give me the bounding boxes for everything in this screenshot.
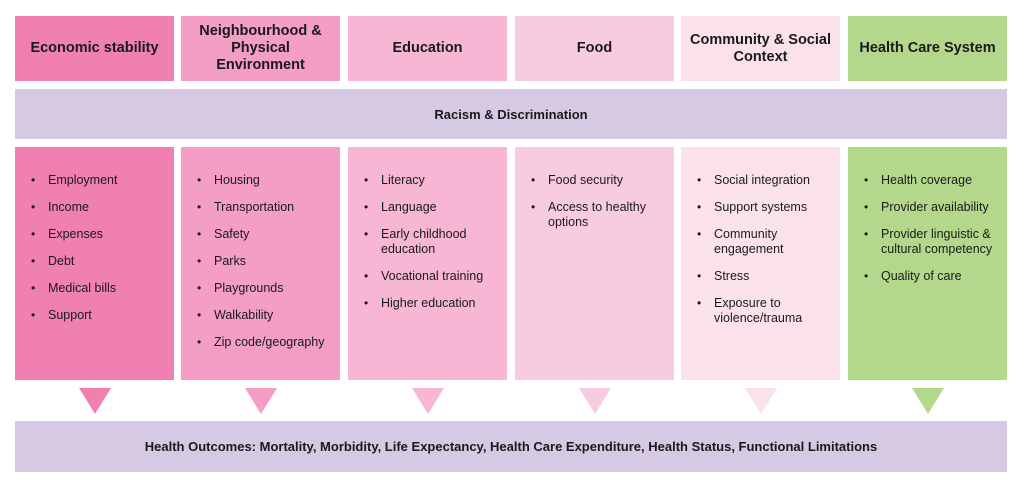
list-item: Access to healthy options xyxy=(529,200,666,230)
header-food: Food xyxy=(515,16,674,81)
down-arrow-icon xyxy=(244,388,277,414)
list-item: Vocational training xyxy=(362,269,499,284)
list-item: Playgrounds xyxy=(195,281,332,296)
list-item: Expenses xyxy=(29,227,166,242)
list-item: Employment xyxy=(29,173,166,188)
factor-list: Social integration Support systems Communi… xyxy=(695,173,832,326)
down-arrow-icon xyxy=(411,388,444,414)
list-item: Food security xyxy=(529,173,666,188)
header-neighbourhood: Neighbourhood & Physical Environment xyxy=(181,16,340,81)
racism-discrimination-band: Racism & Discrimination xyxy=(15,89,1007,139)
list-item: Parks xyxy=(195,254,332,269)
list-item: Debt xyxy=(29,254,166,269)
list-item: Medical bills xyxy=(29,281,166,296)
list-item: Literacy xyxy=(362,173,499,188)
list-item: Quality of care xyxy=(862,269,999,284)
header-economic-stability: Economic stability xyxy=(15,16,174,81)
list-item: Housing xyxy=(195,173,332,188)
header-health-care: Health Care System xyxy=(848,16,1007,81)
down-arrow-icon xyxy=(744,388,777,414)
list-item: Health coverage xyxy=(862,173,999,188)
column-body-neighbourhood: Housing Transportation Safety Parks Playgrou… xyxy=(181,147,340,380)
column-body-economic-stability: Employment Income Expenses Debt Medical bill… xyxy=(15,147,174,380)
factor-list: Food security Access to healthy options xyxy=(529,173,666,230)
column-body-food: Food security Access to healthy options xyxy=(515,147,674,380)
list-item: Income xyxy=(29,200,166,215)
list-item: Provider availability xyxy=(862,200,999,215)
list-item: Support systems xyxy=(695,200,832,215)
header-education: Education xyxy=(348,16,507,81)
list-item: Walkability xyxy=(195,308,332,323)
list-item: Stress xyxy=(695,269,832,284)
health-outcomes-band: Health Outcomes: Mortality, Morbidity, L… xyxy=(15,421,1007,472)
column-body-education: Literacy Language Early childhood educatio… xyxy=(348,147,507,380)
list-item: Higher education xyxy=(362,296,499,311)
list-item: Support xyxy=(29,308,166,323)
list-item: Early childhood education xyxy=(362,227,499,257)
list-item: Provider linguistic & cultural competenc… xyxy=(862,227,999,257)
list-item: Zip code/geography xyxy=(195,335,332,350)
factor-list: Employment Income Expenses Debt Medical bill… xyxy=(29,173,166,323)
header-community: Community & Social Context xyxy=(681,16,840,81)
down-arrow-icon xyxy=(78,388,111,414)
list-item: Community engagement xyxy=(695,227,832,257)
list-item: Exposure to violence/trauma xyxy=(695,296,832,326)
down-arrow-icon xyxy=(911,388,944,414)
factor-list: Literacy Language Early childhood educatio… xyxy=(362,173,499,311)
column-body-community: Social integration Support systems Communi… xyxy=(681,147,840,380)
factor-list: Health coverage Provider availability Prov… xyxy=(862,173,999,284)
down-arrow-icon xyxy=(578,388,611,414)
list-item: Language xyxy=(362,200,499,215)
list-item: Social integration xyxy=(695,173,832,188)
factor-list: Housing Transportation Safety Parks Playgrou… xyxy=(195,173,332,350)
column-body-health-care: Health coverage Provider availability Prov… xyxy=(848,147,1007,380)
list-item: Safety xyxy=(195,227,332,242)
list-item: Transportation xyxy=(195,200,332,215)
